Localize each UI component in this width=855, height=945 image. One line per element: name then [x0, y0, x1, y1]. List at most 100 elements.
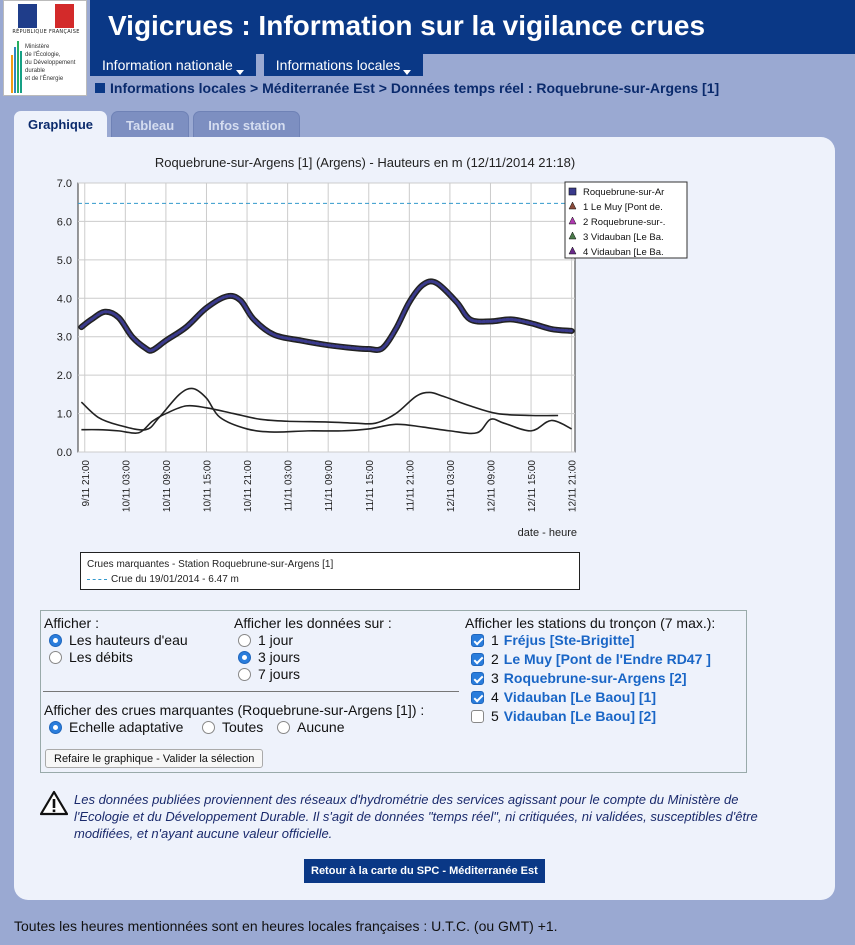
breadcrumb: Informations locales > Méditerranée Est …: [95, 80, 719, 96]
radio-icon[interactable]: [49, 650, 62, 664]
checkbox-checked-icon[interactable]: [471, 671, 484, 685]
warning-icon: [40, 790, 68, 816]
ministere-line: et de l'Énergie: [25, 76, 64, 82]
ministere-line: du Développement: [25, 60, 76, 66]
option-label: Les débits: [69, 649, 133, 665]
nav-label: Informations locales: [275, 57, 401, 73]
chevron-down-icon: [235, 70, 244, 75]
tab-infos-station[interactable]: Infos station: [193, 111, 301, 138]
station-num: 4: [491, 689, 499, 705]
checkbox-checked-icon[interactable]: [471, 690, 484, 704]
title-band: Vigicrues : Information sur la vigilance…: [90, 0, 855, 54]
nav-informations-locales[interactable]: Informations locales: [263, 54, 424, 76]
square-bullet-icon: [95, 83, 105, 93]
x-tick-label: 12/11 03:00: [446, 460, 457, 513]
checkbox-checked-icon[interactable]: [471, 633, 484, 647]
option-3-jours[interactable]: 3 jours: [238, 649, 300, 665]
option-label: 1 jour: [258, 632, 294, 648]
ministry-bars-icon: [11, 41, 22, 93]
ministry-logo[interactable]: RÉPUBLIQUE FRANÇAISE Ministère de l'Écol…: [3, 0, 87, 96]
station-link[interactable]: Vidauban [Le Baou] [1]: [503, 689, 656, 705]
station-link[interactable]: Vidauban [Le Baou] [2]: [503, 708, 656, 724]
dashed-line-icon: [87, 579, 107, 580]
x-tick-label: 11/11 15:00: [365, 460, 376, 512]
option-7-jours[interactable]: 7 jours: [238, 666, 300, 682]
radio-selected-icon[interactable]: [49, 720, 62, 734]
option-toutes[interactable]: Toutes: [202, 719, 263, 735]
stations-label: Afficher les stations du tronçon (7 max.…: [465, 615, 716, 631]
radio-icon[interactable]: [202, 720, 215, 734]
chart-title: Roquebrune-sur-Argens [1] (Argens) - Hau…: [155, 155, 575, 170]
refaire-graphique-button[interactable]: Refaire le graphique - Valider la sélect…: [45, 749, 264, 768]
option-label: Les hauteurs d'eau: [69, 632, 188, 648]
y-tick-label: 6.0: [57, 216, 72, 228]
station-link[interactable]: Le Muy [Pont de l'Endre RD47 ]: [503, 651, 711, 667]
marquantes-title: Crues marquantes - Station Roquebrune-su…: [87, 559, 334, 570]
radio-selected-icon[interactable]: [238, 650, 251, 664]
checkbox-icon[interactable]: [471, 709, 484, 723]
retour-carte-button[interactable]: Retour à la carte du SPC - Méditerranée …: [304, 859, 545, 883]
checkbox-checked-icon[interactable]: [471, 652, 484, 666]
y-tick-label: 1.0: [57, 409, 72, 421]
x-axis-label: date - heure: [518, 527, 577, 539]
radio-icon[interactable]: [277, 720, 290, 734]
y-tick-label: 2.0: [57, 370, 72, 382]
tab-tableau[interactable]: Tableau: [111, 111, 190, 138]
x-tick-label: 10/11 15:00: [202, 460, 213, 513]
option-label: Echelle adaptative: [69, 719, 184, 735]
series-line: [80, 387, 572, 435]
station-num: 2: [491, 651, 499, 667]
station-2[interactable]: 2 Le Muy [Pont de l'Endre RD47 ]: [471, 651, 711, 667]
y-tick-label: 0.0: [57, 447, 72, 459]
legend-box: [564, 181, 688, 259]
station-link[interactable]: Roquebrune-sur-Argens [2]: [503, 670, 687, 686]
y-tick-label: 3.0: [57, 332, 72, 344]
option-echelle-adaptative[interactable]: Echelle adaptative: [49, 719, 183, 735]
x-tick-label: 12/11 21:00: [568, 460, 579, 513]
x-tick-label: 12/11 09:00: [486, 460, 497, 513]
legend-label: Roquebrune-sur-Ar: [583, 187, 664, 198]
ministere-line: Ministère: [25, 44, 50, 50]
option-1-jour[interactable]: 1 jour: [238, 632, 293, 648]
radio-icon[interactable]: [238, 667, 251, 681]
x-tick-label: 11/11 03:00: [284, 460, 295, 512]
republique-label: RÉPUBLIQUE FRANÇAISE: [12, 29, 80, 35]
option-aucune[interactable]: Aucune: [277, 719, 344, 735]
options-form: Afficher : Les hauteurs d'eau Les débits…: [40, 610, 747, 773]
radio-icon[interactable]: [238, 633, 251, 647]
x-tick-label: 12/11 15:00: [527, 460, 538, 513]
tab-graphique[interactable]: Graphique: [14, 111, 108, 138]
ministere-line: de l'Écologie,: [25, 52, 61, 58]
station-4[interactable]: 4 Vidauban [Le Baou] [1]: [471, 689, 656, 705]
water-level-chart: Roquebrune-sur-Argens [1] (Argens) - Hau…: [57, 155, 688, 539]
nav-information-nationale[interactable]: Information nationale: [90, 54, 256, 76]
ministere-line: durable: [25, 68, 46, 74]
station-num: 3: [491, 670, 499, 686]
option-hauteurs[interactable]: Les hauteurs d'eau: [49, 632, 188, 648]
nav-label: Information nationale: [102, 57, 233, 73]
series-line: [79, 279, 574, 353]
marquantes-item: Crue du 19/01/2014 - 6.47 m: [111, 574, 239, 585]
station-3[interactable]: 3 Roquebrune-sur-Argens [2]: [471, 670, 687, 686]
option-debits[interactable]: Les débits: [49, 649, 133, 665]
crues-marquantes-box: Crues marquantes - Station Roquebrune-su…: [80, 552, 580, 590]
station-link[interactable]: Fréjus [Ste-Brigitte]: [503, 632, 635, 648]
legend-label: 1 Le Muy [Pont de.: [583, 202, 663, 213]
periode-label: Afficher les données sur :: [234, 615, 392, 631]
series-line: [81, 391, 559, 435]
station-5[interactable]: 5 Vidauban [Le Baou] [2]: [471, 708, 656, 724]
option-label: 3 jours: [258, 649, 301, 665]
legend-marker: [568, 231, 577, 240]
legend-label: 4 Vidauban [Le Ba.: [583, 247, 664, 258]
station-1[interactable]: 1 Fréjus [Ste-Brigitte]: [471, 632, 634, 648]
station-num: 1: [491, 632, 499, 648]
option-label: Toutes: [222, 719, 264, 735]
afficher-label: Afficher :: [44, 615, 99, 631]
radio-selected-icon[interactable]: [49, 633, 62, 647]
form-divider: [43, 691, 459, 692]
legend-marker: [568, 216, 577, 225]
plot-area: [77, 182, 576, 453]
warning-text: Les données publiées proviennent des rés…: [74, 792, 758, 841]
x-tick-label: 9/11 21:00: [81, 460, 92, 507]
legend-marker: [568, 187, 577, 196]
